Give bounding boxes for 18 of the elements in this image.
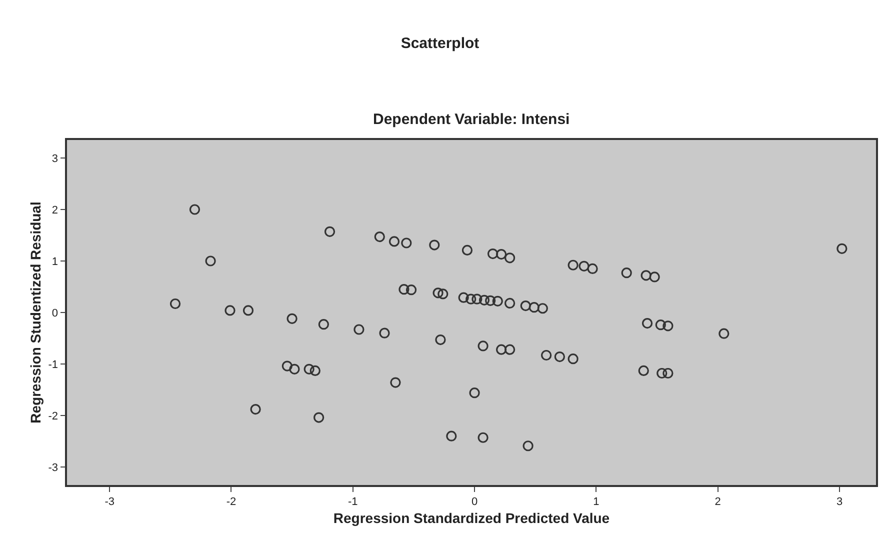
y-tick-label: 3	[52, 152, 58, 165]
x-tick-label: 2	[714, 496, 721, 508]
chart-subtitle: Dependent Variable: Intensi	[373, 111, 570, 128]
x-tick-label: -1	[348, 496, 358, 508]
y-tick-label: 1	[52, 256, 58, 268]
x-axis-title: Regression Standardized Predicted Value	[333, 510, 610, 526]
x-tick-label: -3	[104, 496, 114, 508]
y-tick-label: -2	[48, 410, 58, 422]
y-tick-label: -1	[48, 358, 58, 371]
y-tick-label: 0	[52, 307, 58, 320]
x-tick-label: -2	[226, 496, 236, 508]
y-tick-label: -3	[48, 462, 58, 474]
x-tick-label: 1	[593, 496, 600, 508]
x-tick-label: 0	[471, 496, 478, 508]
x-tick-label: 3	[836, 496, 843, 508]
y-tick-label: 2	[52, 204, 58, 216]
y-axis-title: Regression Studentized Residual	[27, 202, 44, 424]
chart-title: Scatterplot	[400, 35, 480, 52]
